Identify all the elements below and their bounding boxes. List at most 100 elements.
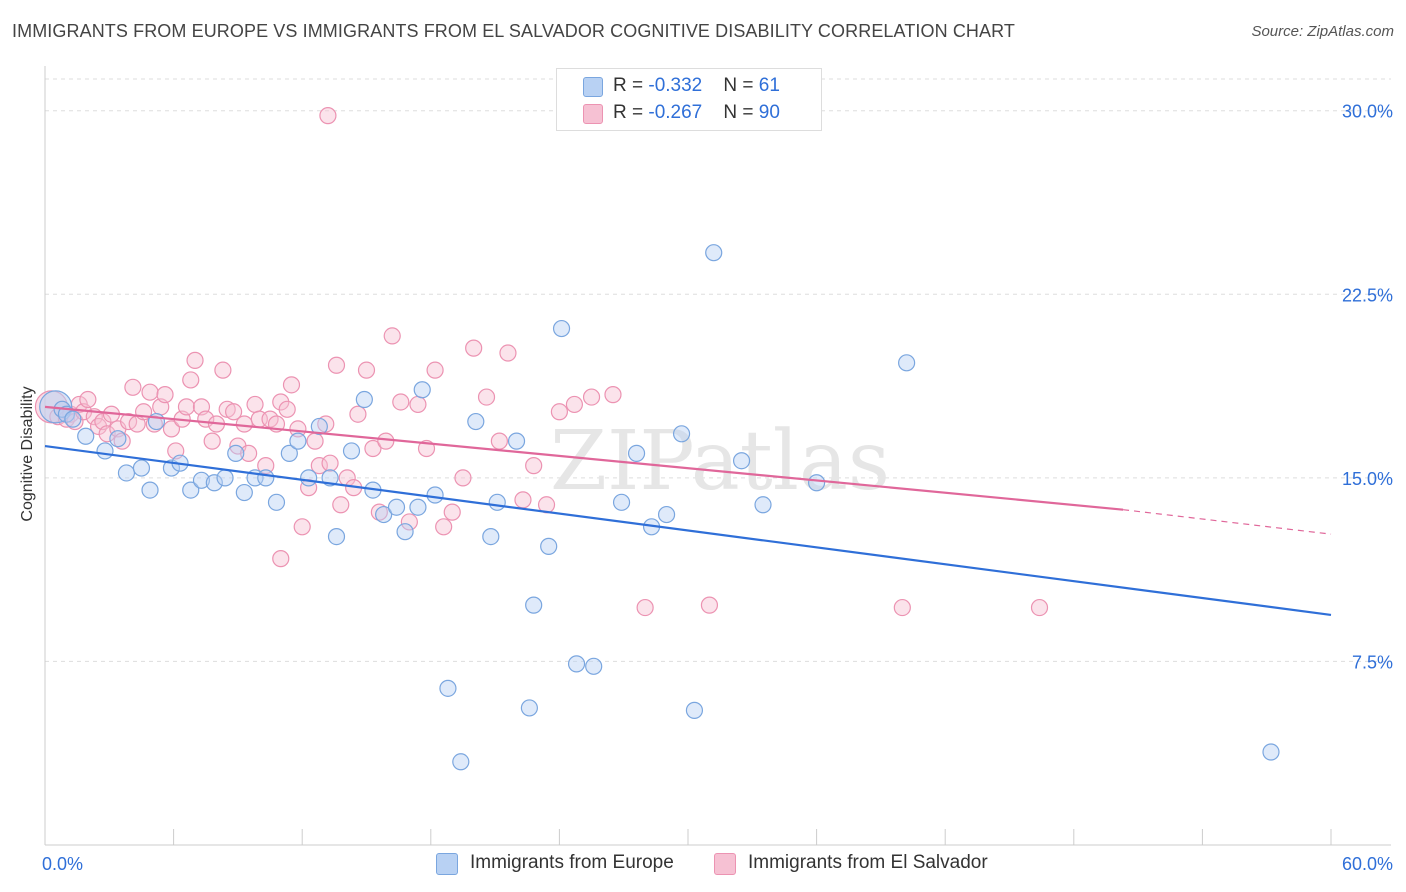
- el-salvador-point: [604, 386, 622, 404]
- y-tick-label: 15.0%: [1342, 469, 1393, 489]
- europe-point: [426, 486, 444, 504]
- europe-point: [327, 527, 346, 546]
- el-salvador-point: [124, 378, 142, 396]
- series-el-salvador: [34, 107, 1049, 617]
- europe-r-value: -0.332: [648, 75, 703, 96]
- europe-point: [117, 464, 136, 482]
- europe-n-value: 61: [758, 75, 780, 96]
- europe-point: [289, 432, 307, 450]
- el-salvador-point: [235, 415, 253, 433]
- el-salvador-point: [203, 432, 221, 450]
- x-tick-label: 0.0%: [42, 854, 83, 874]
- trend-layer: [44, 405, 1332, 617]
- el-salvador-point: [214, 361, 232, 379]
- el-salvador-legend-label: Immigrants from El Salvador: [748, 852, 988, 873]
- el-salvador-point: [499, 344, 517, 362]
- europe-point: [300, 469, 318, 487]
- el-salvador-point: [310, 457, 328, 475]
- y-axis-label: Cognitive Disability: [19, 386, 36, 522]
- el-salvador-point: [79, 390, 97, 409]
- el-salvador-point: [357, 361, 376, 379]
- el-salvador-point: [272, 550, 290, 568]
- europe-point: [409, 498, 427, 516]
- el-salvador-point: [392, 393, 410, 411]
- europe-point: [520, 699, 538, 717]
- series-europe: [39, 244, 1280, 771]
- europe-point: [685, 701, 704, 719]
- el-salvador-point: [141, 383, 159, 401]
- europe-point: [182, 481, 200, 499]
- europe-point: [567, 655, 586, 673]
- europe-legend-swatch: [436, 853, 458, 875]
- el-salvador-point: [893, 598, 911, 617]
- el-salvador-point: [490, 432, 508, 450]
- europe-point: [396, 523, 414, 541]
- europe-point: [267, 493, 286, 511]
- el-salvador-point: [321, 454, 339, 472]
- europe-point: [109, 430, 127, 448]
- x-tick-label: 60.0%: [1342, 854, 1393, 874]
- europe-point: [387, 498, 406, 516]
- el-salvador-point: [349, 405, 367, 423]
- el-salvador-point: [443, 503, 461, 521]
- el-salvador-point: [156, 386, 174, 404]
- el-salvador-point: [177, 398, 196, 416]
- el-salvador-point: [426, 361, 444, 379]
- europe-point: [807, 474, 826, 492]
- el-salvador-point: [145, 415, 163, 433]
- europe-point: [452, 753, 470, 771]
- el-salvador-point: [465, 339, 483, 357]
- europe-point: [205, 474, 223, 492]
- el-salvador-point: [319, 107, 337, 125]
- europe-point: [355, 390, 373, 409]
- europe-point: [227, 444, 245, 462]
- europe-point: [439, 679, 457, 697]
- europe-point: [754, 496, 772, 514]
- europe-point: [467, 412, 485, 431]
- europe-point: [525, 596, 543, 614]
- el-salvador-point: [257, 457, 275, 475]
- el-salvador-point: [700, 596, 719, 614]
- correlation-legend: R = -0.332 N = 61 R = -0.267 N = 90: [556, 68, 822, 131]
- el-salvador-point: [400, 513, 418, 531]
- europe-point: [96, 442, 114, 460]
- europe-point: [552, 319, 571, 338]
- europe-point: [540, 537, 558, 555]
- el-salvador-point: [306, 432, 324, 450]
- el-salvador-point: [514, 491, 532, 509]
- tick-label-layer: 7.5% 15.0% 22.5% 30.0% 0.0% 60.0%: [42, 102, 1393, 874]
- el-salvador-point: [225, 403, 243, 421]
- el-salvador-point: [454, 469, 472, 487]
- europe-point: [132, 459, 151, 477]
- el-salvador-point: [565, 395, 584, 414]
- el-salvador-point: [289, 420, 307, 438]
- europe-point: [482, 527, 500, 546]
- europe-point: [257, 469, 275, 487]
- chart-title: IMMIGRANTS FROM EUROPE VS IMMIGRANTS FRO…: [12, 21, 1015, 41]
- el-salvador-point: [240, 444, 258, 462]
- europe-point: [342, 442, 361, 460]
- source-credit: Source: ZipAtlas.com: [1251, 23, 1394, 40]
- el-salvador-point: [525, 457, 543, 475]
- europe-point: [141, 481, 159, 499]
- el-salvador-point: [332, 496, 350, 514]
- europe-legend-label: Immigrants from Europe: [470, 852, 674, 873]
- el-salvador-point: [477, 388, 496, 406]
- europe-point: [280, 444, 298, 462]
- europe-point: [488, 493, 506, 511]
- el-salvador-point: [186, 351, 204, 369]
- el-salvador-point: [383, 327, 401, 345]
- europe-point: [705, 244, 723, 262]
- europe-swatch: [583, 77, 603, 97]
- el-salvador-trend-line: [44, 405, 1124, 511]
- axis-layer: [44, 66, 1391, 846]
- el-salvador-n-label: N =: [723, 102, 759, 123]
- europe-point: [192, 471, 211, 489]
- europe-point: [375, 505, 393, 524]
- el-salvador-n-value: 90: [758, 102, 780, 123]
- el-salvador-point: [162, 420, 181, 438]
- el-salvador-point: [582, 388, 601, 406]
- el-salvador-point: [636, 598, 654, 617]
- europe-point: [627, 444, 646, 462]
